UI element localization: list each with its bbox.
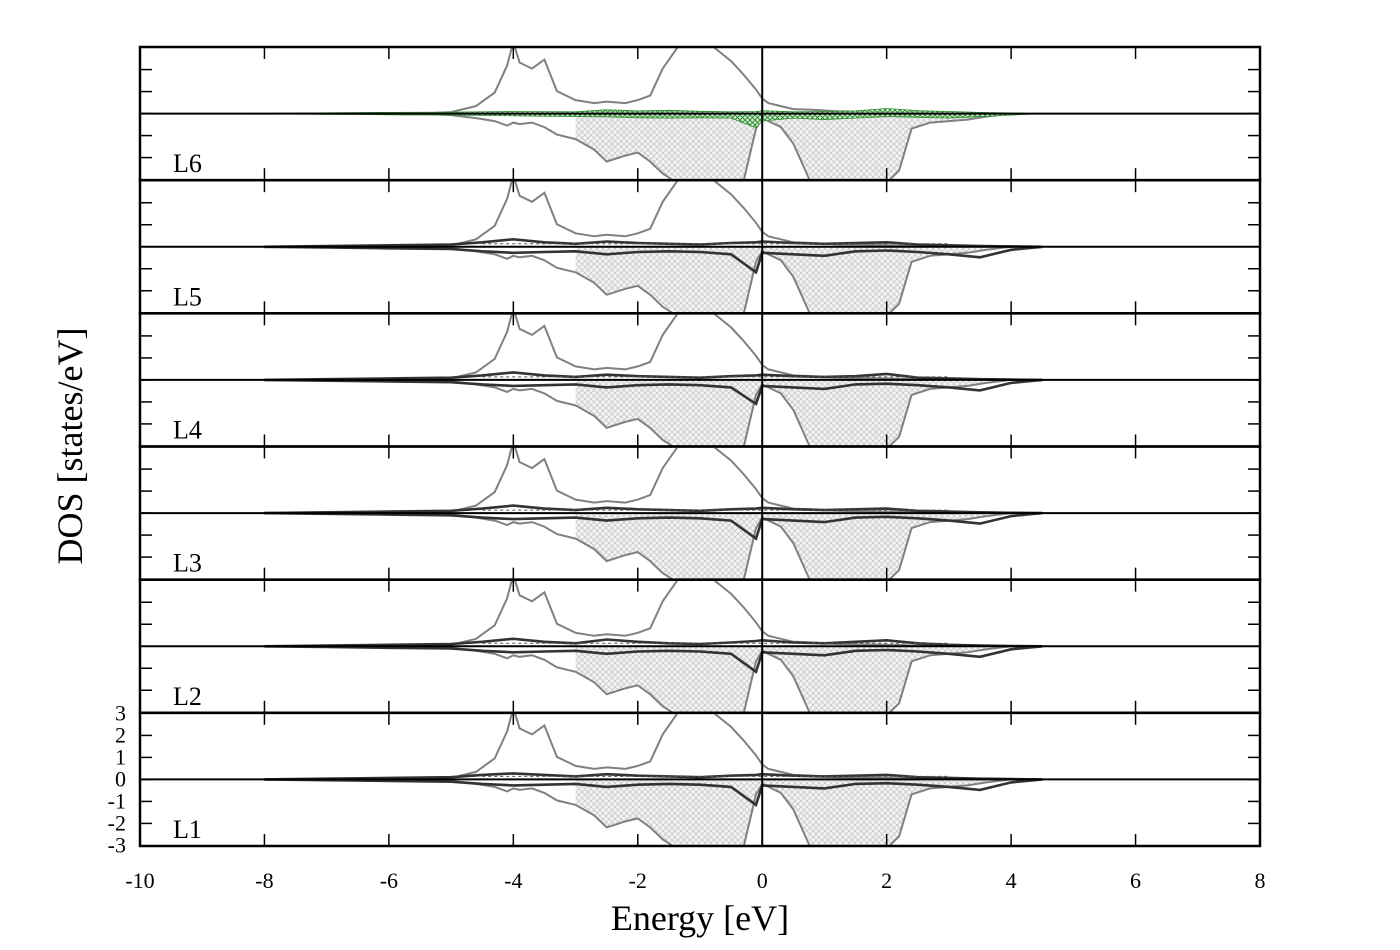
- background-dos-down-fill: [575, 646, 987, 713]
- y-tick-label: 0: [115, 766, 126, 791]
- panel-label-l6: L6: [173, 149, 202, 178]
- series-l2-down-line: [264, 645, 1043, 674]
- panel-l5: L5: [138, 178, 1262, 315]
- series-l6-down-fill: [140, 113, 1043, 129]
- background-dos-down-fill: [575, 779, 987, 846]
- background-dos-up-line: [419, 446, 1012, 515]
- y-tick-label: 3: [115, 700, 126, 725]
- x-tick-label: -2: [629, 868, 647, 893]
- panel-label-l4: L4: [173, 416, 202, 445]
- x-tick-label: -4: [504, 868, 522, 893]
- series-l3-down-line: [264, 511, 1043, 541]
- panel-label-l3: L3: [173, 549, 202, 578]
- y-tick-label: -1: [108, 788, 126, 813]
- series-l5-down-line: [264, 245, 1043, 275]
- panel-l1: L1: [138, 711, 1262, 848]
- background-dos-down-line: [419, 378, 1012, 447]
- series-l6-up-fill: [140, 108, 1043, 114]
- background-dos-down-line: [419, 512, 1012, 580]
- dos-panels: L6 L5 L4 L3 L2 L1: [138, 45, 1262, 848]
- panel-l4: L4: [138, 312, 1262, 448]
- panel-l6: L6: [138, 45, 1262, 182]
- background-dos-down-line: [419, 778, 1012, 846]
- y-axis-title: DOS [states/eV]: [50, 328, 90, 565]
- panel-label-l1: L1: [173, 815, 202, 844]
- background-dos-down-fill: [575, 113, 987, 181]
- panel-label-l2: L2: [173, 682, 202, 711]
- x-tick-label: -8: [255, 868, 273, 893]
- y-tick-label: 1: [115, 744, 126, 769]
- panel-l3: L3: [138, 445, 1262, 581]
- series-l4-down-line: [264, 378, 1043, 406]
- series-l1-down-line: [264, 778, 1043, 808]
- series-l4-up-line: [264, 371, 1043, 382]
- x-tick-label: 0: [757, 868, 768, 893]
- background-dos-down-fill: [575, 379, 987, 447]
- y-tick-label: -3: [108, 832, 126, 857]
- y-tick-label: 2: [115, 722, 126, 747]
- background-dos-up-line: [419, 180, 1012, 248]
- background-dos-up-line: [419, 579, 1012, 648]
- background-dos-down-line: [419, 645, 1012, 713]
- background-dos-down-line: [419, 112, 1012, 181]
- y-tick-label: -2: [108, 810, 126, 835]
- background-dos-down-fill: [575, 246, 987, 314]
- x-tick-label: 2: [881, 868, 892, 893]
- x-tick-label: -10: [125, 868, 154, 893]
- background-dos-down-fill: [575, 513, 987, 580]
- series-l5-up-line: [264, 237, 1043, 249]
- x-axis-title: Energy [eV]: [611, 898, 789, 938]
- series-l1-up-line: [264, 772, 1043, 781]
- background-dos-up-line: [419, 313, 1012, 381]
- x-tick-label: 6: [1130, 868, 1141, 893]
- background-dos-up-line: [419, 712, 1012, 781]
- x-axis: -10 -8 -6 -4 -2 0 2 4 6 8: [125, 868, 1265, 893]
- panel-l2: L2: [138, 578, 1262, 715]
- series-l3-up-line: [264, 504, 1043, 515]
- x-tick-label: -6: [380, 868, 398, 893]
- panel-label-l5: L5: [173, 282, 202, 311]
- background-dos-down-line: [419, 245, 1012, 314]
- x-tick-label: 8: [1255, 868, 1266, 893]
- x-tick-label: 4: [1006, 868, 1017, 893]
- background-dos-up-line: [419, 47, 1012, 115]
